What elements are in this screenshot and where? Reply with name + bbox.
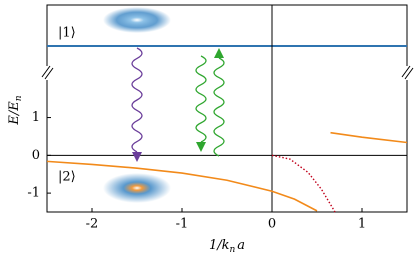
x-tick-label: 1	[358, 217, 366, 232]
x-tick-label: -1	[176, 217, 189, 232]
y-axis-label: E/En	[7, 95, 24, 125]
plot-frame	[46, 4, 408, 213]
transition-wave	[131, 47, 143, 153]
y-label-main: E/E	[7, 101, 22, 126]
arrow-head	[132, 152, 142, 162]
x-label-after: a	[237, 238, 245, 253]
y-tick-label: -1	[27, 186, 40, 201]
transition-wave	[195, 55, 207, 143]
series-line	[271, 154, 336, 213]
upper-state-cloud	[103, 7, 171, 33]
arrow-head	[196, 142, 206, 152]
x-tick-label: 0	[268, 217, 276, 232]
x-label-sub: n	[229, 245, 235, 255]
y-tick-label: 0	[32, 148, 40, 163]
axis-break	[40, 65, 414, 80]
x-axis-label: 1/kn a	[209, 238, 245, 255]
transition-wave	[213, 57, 225, 157]
series-line	[46, 160, 318, 212]
series-line	[330, 131, 408, 144]
lower-state-cloud	[103, 173, 171, 203]
x-tick-label: -2	[86, 217, 99, 232]
state-label: |1⟩	[58, 26, 76, 41]
state-label: |2⟩	[58, 170, 76, 185]
x-label-main: 1/k	[209, 238, 230, 253]
arrow-head	[214, 48, 224, 58]
y-label-sub: n	[14, 95, 24, 101]
y-tick-label: 1	[32, 110, 40, 125]
